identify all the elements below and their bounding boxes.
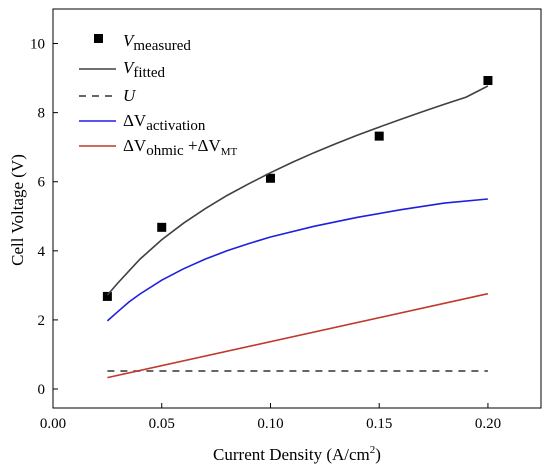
legend-label-measured: Vmeasured [123, 31, 191, 54]
x-tick-label: 0.20 [475, 416, 501, 432]
y-tick-label: 10 [30, 37, 45, 53]
y-tick-label: 6 [38, 175, 46, 191]
measured-point [374, 131, 384, 141]
x-axis-title-main: Current Density (A/cm [213, 445, 370, 464]
measured-point [157, 222, 167, 232]
x-tick-label: 0.15 [366, 416, 392, 432]
series-line-ohmic-mt [107, 292, 489, 379]
legend-label-ohmic-sub2: MT [221, 146, 238, 158]
x-axis-title-sup: 2 [370, 444, 376, 456]
y-axis-title: Cell Voltage (V) [8, 154, 27, 266]
x-axis-title: Current Density (A/cm2) [213, 444, 381, 464]
legend-label-u: U [123, 86, 137, 105]
legend-label-activation-main: ΔV [123, 111, 147, 130]
legend: Vmeasured Vfitted U ΔVactivation ΔVohmic… [79, 31, 238, 159]
legend-label-fitted-main: V [123, 58, 136, 77]
legend-marker-measured [94, 34, 103, 43]
x-tick-label: 0.00 [40, 416, 66, 432]
x-tick-label: 0.05 [149, 416, 175, 432]
x-tick-label: 0.10 [257, 416, 283, 432]
measured-point [102, 291, 112, 301]
y-tick-label: 2 [38, 313, 46, 329]
legend-label-fitted: Vfitted [123, 58, 166, 81]
ticks: 0.00 0.05 0.10 0.15 0.20 0 2 4 6 8 10 [30, 37, 501, 432]
legend-label-activation: ΔVactivation [123, 111, 206, 134]
legend-label-fitted-sub: fitted [133, 65, 165, 81]
series-line-activation [106, 198, 488, 322]
legend-label-activation-sub: activation [146, 118, 206, 134]
legend-label-ohmic-main: ΔV [123, 136, 147, 155]
legend-label-measured-sub: measured [133, 38, 191, 54]
measured-point [265, 173, 275, 183]
x-axis-title-end: ) [375, 445, 381, 464]
legend-label-ohmic: ΔVohmic +ΔVMT [123, 136, 238, 159]
y-tick-label: 8 [38, 106, 46, 122]
legend-label-measured-main: V [123, 31, 136, 50]
series-layer [102, 76, 493, 379]
legend-label-ohmic-mid: +ΔV [184, 136, 222, 155]
y-tick-label: 4 [38, 244, 46, 260]
series-line-fitted [106, 85, 489, 296]
y-tick-label: 0 [38, 382, 46, 398]
plot-frame [52, 8, 542, 409]
measured-point [483, 76, 493, 86]
legend-label-ohmic-sub: ohmic [146, 143, 184, 159]
